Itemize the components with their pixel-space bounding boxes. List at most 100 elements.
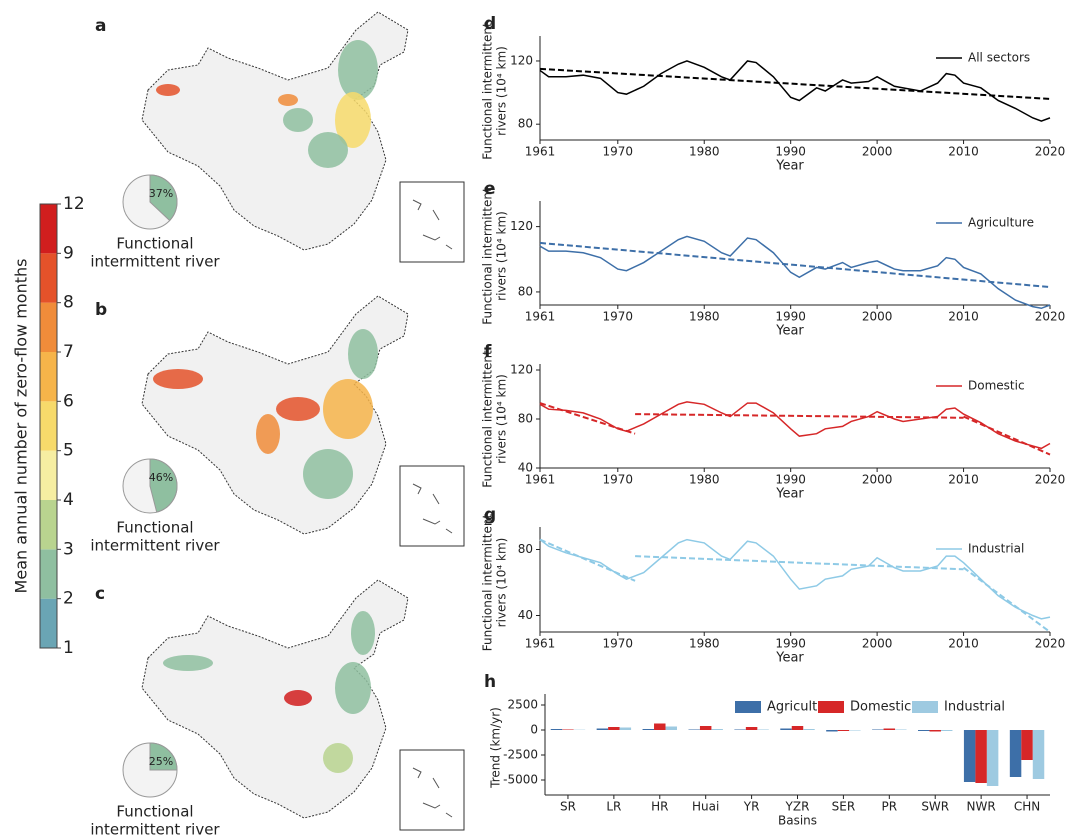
map-zone [338, 40, 378, 100]
x-tick-label: 2000 [862, 310, 893, 324]
y-tick-label: 120 [510, 53, 533, 67]
map-zone [276, 397, 320, 421]
x-tick-label: 2000 [862, 473, 893, 487]
bar [986, 730, 999, 786]
trend-line [635, 555, 964, 571]
x-tick-label: SWR [921, 800, 949, 814]
inset-islands [412, 483, 453, 534]
bar [757, 729, 769, 730]
y-tick-label: 80 [518, 412, 533, 426]
y-tick-label: 120 [510, 219, 533, 233]
x-tick-label: 2010 [948, 310, 979, 324]
x-tick-label: SR [560, 800, 576, 814]
panel-label: a [95, 16, 106, 36]
bar [929, 730, 941, 732]
bar [711, 729, 723, 730]
bar [688, 729, 700, 730]
y-axis-label: rivers (10⁴ km) [495, 538, 509, 628]
map-zone [348, 329, 378, 379]
x-tick-label: 2010 [948, 145, 979, 159]
map-zone [283, 108, 313, 132]
trend-line [539, 241, 1051, 289]
colorbar-tick-label: 2 [63, 589, 74, 609]
bar [608, 727, 620, 730]
map-zone [323, 743, 353, 773]
y-axis-label: rivers (10⁴ km) [495, 211, 509, 301]
pie-label: 25% [149, 755, 173, 768]
map-zone [335, 662, 371, 714]
pie-caption: Functional [116, 803, 193, 821]
map [141, 11, 465, 263]
y-axis-label: Functional intermittent [481, 22, 495, 160]
trend-line [962, 566, 1051, 633]
panel-label: b [95, 300, 107, 320]
x-tick-label: NWR [967, 800, 996, 814]
colorbar-label: Mean annual number of zero-flow months [12, 259, 31, 594]
y-tick-label: 80 [518, 284, 533, 298]
y-tick-label: -5000 [503, 773, 538, 787]
bar [791, 726, 804, 730]
x-tick-label: 1961 [525, 637, 556, 651]
bar [872, 729, 884, 730]
pie-wedge [149, 742, 178, 771]
trend-line [539, 538, 636, 582]
colorbar-segment [40, 302, 57, 352]
map-zone [163, 655, 213, 671]
x-tick-label: 1980 [689, 310, 720, 324]
colorbar-tick-label: 5 [63, 441, 74, 461]
x-tick-label: 1990 [775, 637, 806, 651]
bar [1032, 730, 1045, 779]
panel-label: g [484, 505, 496, 525]
bar [1021, 730, 1033, 760]
x-tick-label: HR [651, 800, 668, 814]
x-tick-label: 1961 [525, 473, 556, 487]
legend-label: Domestic [968, 379, 1025, 393]
x-tick-label: YR [743, 800, 760, 814]
panel-label: f [484, 342, 492, 362]
bar [895, 729, 907, 730]
colorbar-segment [40, 204, 57, 254]
x-tick-label: 2020 [1035, 473, 1066, 487]
y-tick-label: 120 [510, 363, 533, 377]
colorbar-tick-label: 4 [63, 490, 74, 510]
trend-line [963, 415, 1051, 456]
data-line [539, 235, 1051, 310]
x-axis-label: Basins [778, 814, 817, 828]
map [141, 295, 465, 547]
x-tick-label: 1980 [689, 637, 720, 651]
x-tick-label: 2020 [1035, 145, 1066, 159]
panel-label: h [484, 672, 496, 692]
bar [883, 728, 896, 730]
x-tick-label: 1970 [603, 637, 634, 651]
colorbar-segment [40, 450, 57, 500]
y-axis-label: Trend (km/yr) [489, 707, 503, 789]
colorbar-tick-label: 1 [63, 638, 74, 658]
map-zone [284, 690, 312, 706]
x-tick-label: 2000 [862, 145, 893, 159]
trend-line [635, 413, 964, 419]
pie-caption: Functional [116, 235, 193, 253]
pie-wedge [149, 174, 178, 222]
pie-caption: intermittent river [90, 253, 220, 271]
x-tick-label: 1961 [525, 310, 556, 324]
legend-swatch [818, 701, 844, 713]
pie-label: 46% [149, 471, 173, 484]
x-tick-label: 2020 [1035, 310, 1066, 324]
y-tick-label: -2500 [503, 748, 538, 762]
colorbar-tick-label: 6 [63, 391, 74, 411]
bar [975, 730, 987, 783]
x-axis-label: Year [775, 487, 804, 502]
colorbar-segment [40, 253, 57, 303]
x-tick-label: 1970 [603, 310, 634, 324]
bar [963, 730, 976, 782]
x-tick-label: 2020 [1035, 637, 1066, 651]
x-tick-label: LR [606, 800, 621, 814]
x-tick-label: 1961 [525, 145, 556, 159]
bar [780, 728, 792, 730]
x-tick-label: 1980 [689, 145, 720, 159]
bar [803, 729, 815, 730]
bar [940, 730, 953, 731]
colorbar-segment [40, 352, 57, 402]
inset-map [399, 749, 465, 831]
colorbar-tick-label: 8 [63, 293, 74, 313]
